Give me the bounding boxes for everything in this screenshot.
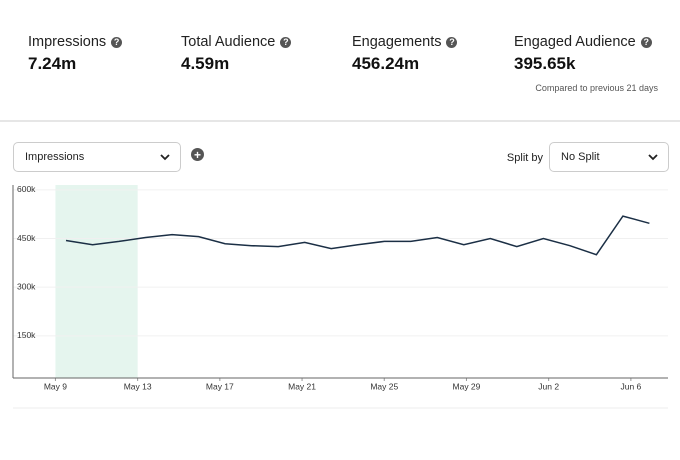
metric: Engagements? 456.24m bbox=[352, 34, 458, 74]
line-series bbox=[65, 215, 650, 256]
metric: Engaged Audience? 395.65k bbox=[514, 34, 652, 74]
chevron bbox=[648, 154, 658, 161]
split-label: Split by bbox=[506, 152, 543, 164]
help-icon[interactable]: ? bbox=[280, 36, 292, 48]
comparison-note: Compared to previous 21 days bbox=[535, 83, 658, 93]
x-tick-label: May 9 bbox=[44, 381, 67, 391]
metric-value: 456.24m bbox=[352, 54, 420, 73]
y-tick-label: 300k bbox=[17, 281, 36, 291]
help-icon[interactable]: ? bbox=[640, 36, 652, 48]
dropdown-value: No Split bbox=[561, 151, 600, 163]
x-tick-label: May 21 bbox=[288, 381, 316, 391]
x-tick-label: May 25 bbox=[370, 381, 398, 391]
y-tick-label: 450k bbox=[17, 233, 36, 243]
x-tick-label: May 29 bbox=[453, 381, 481, 391]
metric: Impressions? 7.24m bbox=[28, 34, 123, 74]
help-icon[interactable]: ? bbox=[446, 36, 458, 48]
metric-dropdown[interactable]: Impressions bbox=[13, 142, 181, 172]
split-dropdown[interactable]: No Split bbox=[549, 142, 669, 172]
metric: Total Audience? 4.59m bbox=[181, 34, 292, 74]
x-tick-label: Jun 6 bbox=[620, 381, 641, 391]
dropdown-value: Impressions bbox=[25, 151, 85, 163]
x-tick-label: May 13 bbox=[124, 381, 152, 391]
x-tick-label: May 17 bbox=[206, 381, 234, 391]
x-tick-label: Jun 2 bbox=[538, 381, 559, 391]
divider bbox=[0, 120, 680, 122]
metric-value: 395.65k bbox=[514, 54, 576, 73]
metric-label: Engaged Audience bbox=[514, 34, 636, 50]
highlight-band bbox=[55, 185, 138, 378]
add-button[interactable]: + bbox=[191, 148, 204, 161]
metric-label: Impressions bbox=[28, 34, 107, 50]
metric-value: 7.24m bbox=[28, 54, 77, 73]
y-tick-label: 600k bbox=[17, 184, 36, 194]
metric-value: 4.59m bbox=[181, 54, 230, 73]
help-icon[interactable]: ? bbox=[111, 36, 123, 48]
chevron bbox=[160, 154, 170, 161]
metric-label: Engagements bbox=[352, 34, 442, 50]
metric-label: Total Audience bbox=[181, 34, 276, 50]
y-tick-label: 150k bbox=[17, 330, 36, 340]
